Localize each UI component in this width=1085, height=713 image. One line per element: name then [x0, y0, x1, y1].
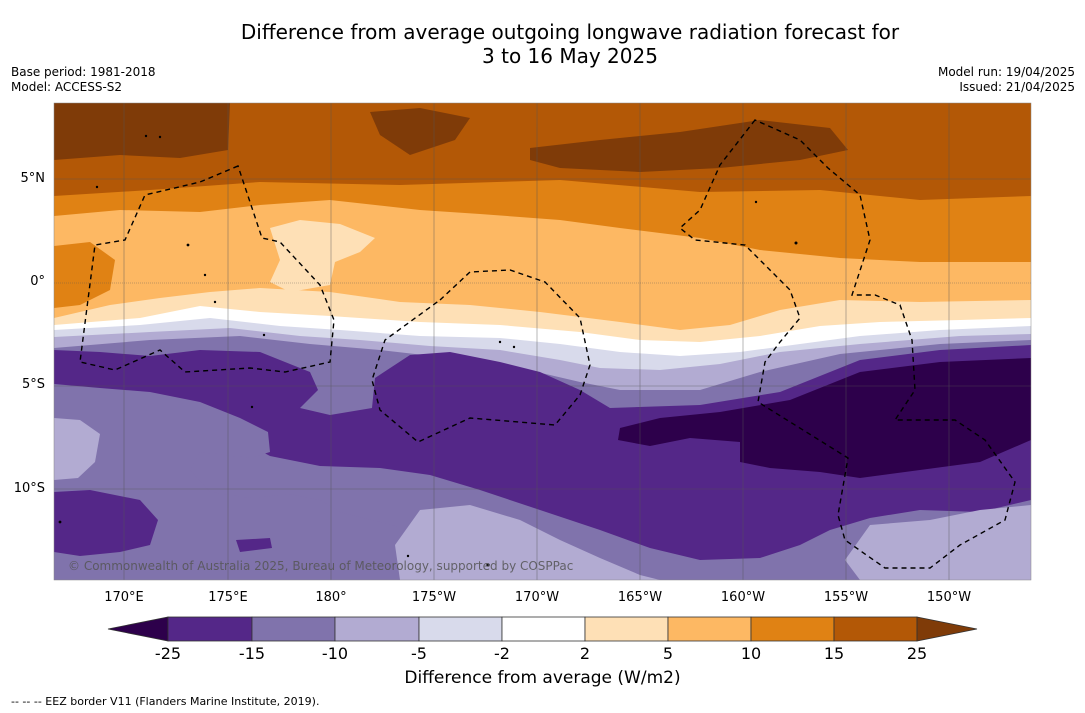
lon-label-150w: 150°W	[926, 590, 972, 605]
colorbar-tick-minus10: -10	[321, 644, 349, 663]
colorbar-extend-low	[107, 616, 169, 642]
pocket-minus15-minus10-west	[54, 384, 640, 580]
pocket-minus10-minus5-south	[395, 505, 660, 580]
colorbar-bin-8	[750, 616, 835, 642]
eez-border-center	[371, 269, 591, 443]
pocket-minus10-minus5-se	[845, 505, 1031, 580]
model-name: Model: ACCESS-S2	[11, 80, 123, 94]
graticule	[54, 103, 1031, 580]
lat-label-5n: 5°N	[20, 171, 46, 186]
colorbar-tick-10: 10	[740, 644, 762, 663]
colorbar-tick-minus5: -5	[411, 644, 427, 663]
colorbar-tick-5: 5	[662, 644, 674, 663]
eez-legend: -- -- -- EEZ border V11 (Flanders Marine…	[11, 695, 320, 708]
base-info: Base period: 1981-2018 Model: ACCESS-S2	[11, 65, 156, 95]
lon-label-175w: 175°W	[411, 590, 457, 605]
lat-label-0: 0°	[30, 274, 45, 289]
lat-label-5s: 5°S	[21, 377, 45, 392]
colorbar	[107, 616, 978, 642]
eez-border-east	[678, 119, 1016, 569]
colorbar-tick-minus2: -2	[494, 644, 510, 663]
colorbar-extend-high	[916, 616, 978, 642]
lon-label-180: 180°	[315, 590, 347, 605]
model-run: Model run: 19/04/2025	[937, 65, 1075, 79]
lon-label-175e: 175°E	[208, 590, 248, 605]
lon-label-170e: 170°E	[104, 590, 144, 605]
pocket-minus25-minus15-small	[236, 538, 272, 552]
patch-above-25-center	[370, 108, 470, 155]
band-below-minus25	[618, 358, 1031, 478]
title-line-1: Difference from average outgoing longwav…	[240, 20, 900, 44]
colorbar-tick-15: 15	[823, 644, 845, 663]
island-dots	[58, 134, 798, 567]
colorbar-tick-minus25: -25	[154, 644, 182, 663]
colorbar-tick-25: 25	[906, 644, 928, 663]
patch-above-25-west	[54, 103, 230, 160]
colorbar-tick-minus15: -15	[238, 644, 266, 663]
eez-border-west	[79, 165, 335, 373]
pocket-minus10-minus5-west	[54, 418, 100, 480]
colorbar-bin-7	[667, 616, 752, 642]
issued-date: Issued: 21/04/2025	[959, 80, 1075, 94]
colorbar-tick-2: 2	[579, 644, 591, 663]
base-period: Base period: 1981-2018	[11, 65, 156, 79]
map-frame	[53, 102, 1032, 581]
patch-10-15-west	[54, 242, 115, 308]
colorbar-bin-2	[251, 616, 336, 642]
colorbar-bin-9	[833, 616, 918, 642]
ole-field: © Commonwealth of Australia 2025, Bureau…	[54, 103, 1031, 580]
colorbar-bin-3	[334, 616, 420, 642]
patch-2-5-center	[270, 220, 375, 292]
title-line-2: 3 to 16 May 2025	[482, 44, 658, 68]
lon-label-160w: 160°W	[720, 590, 766, 605]
colorbar-bin-4	[418, 616, 503, 642]
copyright-notice: © Commonwealth of Australia 2025, Bureau…	[68, 559, 573, 573]
run-info: Model run: 19/04/2025 Issued: 21/04/2025	[938, 65, 1075, 95]
patch-above-25-east	[530, 120, 848, 172]
lon-label-155w: 155°W	[823, 590, 869, 605]
colorbar-bin-6	[584, 616, 669, 642]
colorbar-bin-5	[501, 616, 586, 642]
band-minus25-minus15	[54, 345, 1031, 560]
map-title: Difference from average outgoing longwav…	[0, 20, 1085, 68]
eez-borders	[79, 119, 1016, 569]
pocket-minus25-minus15-sw	[54, 490, 158, 556]
lon-label-170w: 170°W	[514, 590, 560, 605]
lat-label-10s: 10°S	[13, 481, 45, 496]
lon-label-165w: 165°W	[617, 590, 663, 605]
colorbar-label: Difference from average (W/m2)	[404, 668, 681, 688]
colorbar-bin-1	[167, 616, 253, 642]
